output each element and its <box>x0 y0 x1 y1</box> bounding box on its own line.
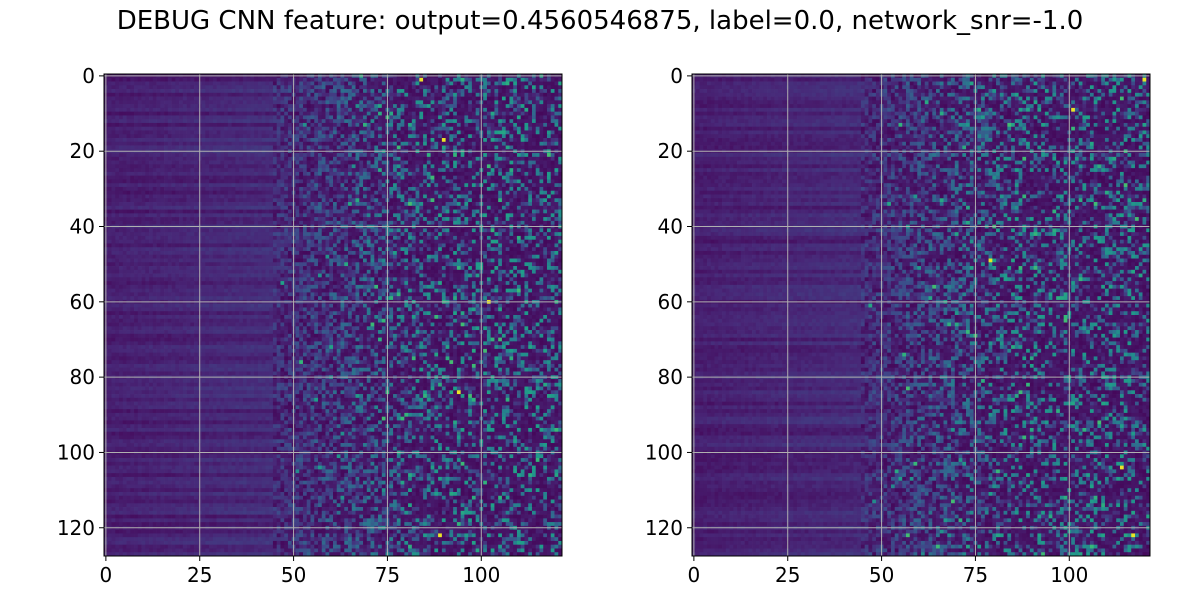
x-tick-label: 50 <box>869 563 894 587</box>
x-tick-label: 25 <box>775 563 800 587</box>
axes-frame <box>691 73 1151 557</box>
x-tick-label: 100 <box>462 563 500 587</box>
heatmap-right: 0 25 50 75 100 0 20 40 60 80 100 120 <box>645 64 1151 587</box>
x-tick-label: 0 <box>100 563 113 587</box>
x-tick-label: 75 <box>375 563 400 587</box>
y-tick-label: 60 <box>70 290 95 314</box>
x-tick-label: 75 <box>963 563 988 587</box>
y-tick-label: 40 <box>658 215 683 239</box>
heatmap-cells <box>692 74 1151 557</box>
y-tick-label: 120 <box>645 516 683 540</box>
y-tick-label: 0 <box>82 64 95 88</box>
y-tick-label: 80 <box>70 365 95 389</box>
heatmap-cells <box>104 74 563 557</box>
y-tick-label: 80 <box>658 365 683 389</box>
x-tick-label: 25 <box>187 563 212 587</box>
y-tick-label: 60 <box>658 290 683 314</box>
x-tick-label: 0 <box>688 563 701 587</box>
y-tick-label: 100 <box>645 440 683 464</box>
y-tick-label: 20 <box>70 139 95 163</box>
y-tick-label: 40 <box>70 215 95 239</box>
axes-frame <box>103 73 563 557</box>
y-tick-label: 100 <box>57 440 95 464</box>
y-tick-label: 0 <box>670 64 683 88</box>
x-tick-label: 50 <box>281 563 306 587</box>
figure-title: DEBUG CNN feature: output=0.4560546875, … <box>0 6 1200 36</box>
y-tick-label: 120 <box>57 516 95 540</box>
x-tick-label: 100 <box>1050 563 1088 587</box>
y-tick-label: 20 <box>658 139 683 163</box>
heatmap-left: 0 25 50 75 100 0 20 40 60 80 100 120 <box>57 64 563 587</box>
